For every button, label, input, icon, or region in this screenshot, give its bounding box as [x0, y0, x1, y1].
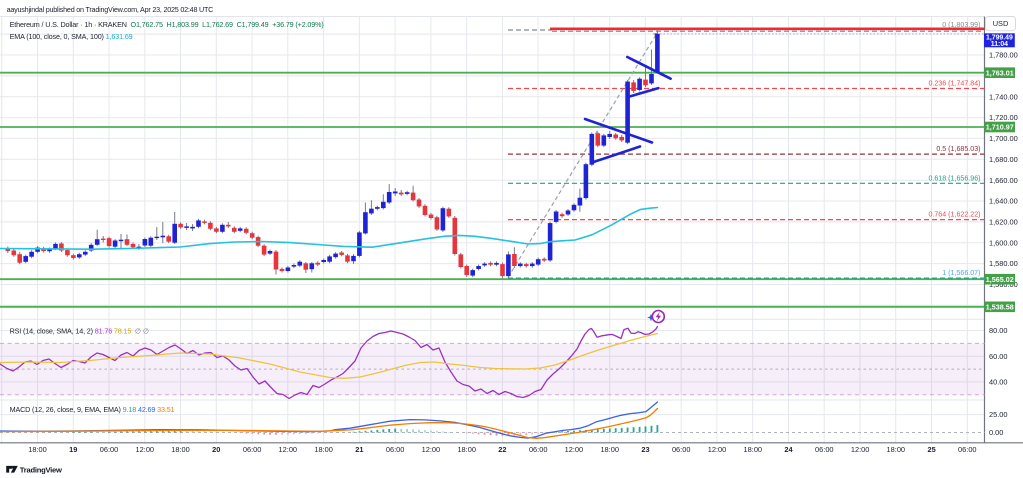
svg-text:24: 24	[784, 445, 793, 454]
svg-text:0.764 (1,622.22): 0.764 (1,622.22)	[928, 211, 980, 219]
svg-text:1,763.01: 1,763.01	[986, 68, 1014, 77]
svg-text:Ethereum / U.S. Dollar · 1h ·: Ethereum / U.S. Dollar · 1h · KRAKEN O1,…	[10, 20, 324, 29]
svg-text:1 (1,566.07): 1 (1,566.07)	[942, 269, 980, 277]
svg-text:18:00: 18:00	[600, 445, 619, 454]
svg-text:1,560.00: 1,560.00	[989, 280, 1018, 289]
svg-text:aayushjindal published on Trad: aayushjindal published on TradingView.co…	[7, 5, 214, 14]
svg-text:12:00: 12:00	[851, 445, 870, 454]
svg-text:12:00: 12:00	[708, 445, 727, 454]
svg-text:1,660.00: 1,660.00	[989, 176, 1018, 185]
svg-text:20: 20	[212, 445, 220, 454]
svg-text:06:00: 06:00	[386, 445, 405, 454]
svg-text:25: 25	[927, 445, 935, 454]
svg-text:TradingView: TradingView	[20, 465, 62, 474]
svg-text:18:00: 18:00	[457, 445, 476, 454]
svg-text:1,780.00: 1,780.00	[989, 51, 1018, 60]
svg-text:USD: USD	[993, 19, 1009, 28]
svg-text:25.00: 25.00	[989, 410, 1008, 419]
svg-text:40.00: 40.00	[989, 378, 1008, 387]
svg-text:12:00: 12:00	[565, 445, 584, 454]
svg-text:12:00: 12:00	[136, 445, 155, 454]
svg-text:0.5 (1,685.03): 0.5 (1,685.03)	[936, 145, 980, 153]
svg-text:12:00: 12:00	[422, 445, 441, 454]
svg-text:1,538.58: 1,538.58	[986, 302, 1014, 311]
svg-text:MACD (12, 26, close, 9, EMA, E: MACD (12, 26, close, 9, EMA, EMA) 9.18 4…	[10, 405, 175, 414]
svg-text:11:04: 11:04	[991, 41, 1008, 48]
svg-text:1,710.97: 1,710.97	[986, 123, 1014, 132]
svg-text:23: 23	[641, 445, 649, 454]
svg-text:1,680.00: 1,680.00	[989, 155, 1018, 164]
svg-text:0 (1,803.99): 0 (1,803.99)	[942, 21, 980, 29]
svg-text:60.00: 60.00	[989, 352, 1008, 361]
svg-text:06:00: 06:00	[100, 445, 119, 454]
svg-text:1,740.00: 1,740.00	[989, 92, 1018, 101]
svg-text:1,720.00: 1,720.00	[989, 113, 1018, 122]
svg-text:06:00: 06:00	[529, 445, 548, 454]
svg-text:18:00: 18:00	[28, 445, 47, 454]
svg-text:0.00: 0.00	[989, 428, 1003, 437]
svg-text:EMA (100, close, 0, SMA, 100): EMA (100, close, 0, SMA, 100) 1,631.69	[10, 32, 133, 41]
svg-text:12:00: 12:00	[279, 445, 298, 454]
svg-text:18:00: 18:00	[887, 445, 906, 454]
svg-text:06:00: 06:00	[672, 445, 691, 454]
svg-text:1,799.49: 1,799.49	[986, 35, 1013, 42]
svg-text:06:00: 06:00	[958, 445, 977, 454]
svg-text:1,600.00: 1,600.00	[989, 238, 1018, 247]
svg-text:06:00: 06:00	[243, 445, 262, 454]
svg-text:0.618 (1,656.96): 0.618 (1,656.96)	[928, 174, 980, 182]
svg-text:1,620.00: 1,620.00	[989, 218, 1018, 227]
svg-text:18:00: 18:00	[314, 445, 333, 454]
svg-text:18:00: 18:00	[744, 445, 763, 454]
svg-text:21: 21	[355, 445, 363, 454]
svg-text:1,700.00: 1,700.00	[989, 134, 1018, 143]
svg-text:1,640.00: 1,640.00	[989, 197, 1018, 206]
svg-text:1,580.00: 1,580.00	[989, 259, 1018, 268]
svg-text:80.00: 80.00	[989, 326, 1008, 335]
svg-text:0.236 (1,747.84): 0.236 (1,747.84)	[928, 80, 980, 88]
svg-text:1,565.02: 1,565.02	[986, 275, 1014, 284]
svg-text:RSI (14, close, SMA, 14, 2) 81: RSI (14, close, SMA, 14, 2) 81.76 78.15 …	[10, 327, 149, 336]
svg-text:06:00: 06:00	[815, 445, 834, 454]
svg-text:19: 19	[69, 445, 77, 454]
svg-text:22: 22	[498, 445, 506, 454]
svg-text:18:00: 18:00	[171, 445, 190, 454]
